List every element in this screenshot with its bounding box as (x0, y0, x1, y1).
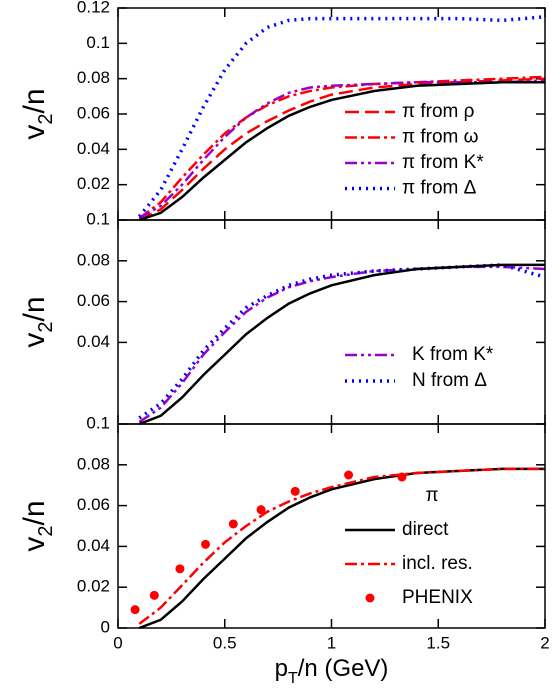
y-tick-label: 0.08 (77, 250, 110, 269)
legend-label: K from K* (412, 344, 494, 365)
x-tick-label: 1 (327, 633, 336, 652)
x-axis-label: pT/n (GeV) (275, 655, 389, 686)
legend-label: PHENIX (402, 587, 473, 608)
y-tick-label: 0.06 (77, 103, 110, 122)
data-point (290, 486, 300, 496)
legend-label: incl. res. (402, 553, 473, 574)
y-axis-label: v2/n (18, 88, 57, 139)
y-axis-label-part: v (18, 333, 51, 348)
y-tick-label: 0.06 (77, 495, 110, 514)
y-tick-label: 0.04 (77, 332, 110, 351)
y-tick-label: 0.04 (77, 536, 110, 555)
data-point (256, 505, 266, 515)
data-point (201, 539, 211, 549)
data-point (175, 564, 185, 574)
data-point (149, 590, 159, 600)
series-line (138, 467, 545, 630)
y-tick-label: 0.08 (77, 68, 110, 87)
legend-label: direct (402, 519, 449, 540)
data-point (397, 472, 407, 482)
series-line (137, 15, 546, 218)
y-tick-label: 0 (101, 617, 110, 636)
y-tick-label: 0.06 (77, 291, 110, 310)
plot-frame (117, 423, 546, 629)
x-axis-label-part: /n (GeV) (298, 655, 389, 682)
series-line (138, 263, 545, 426)
series-line (138, 80, 545, 222)
y-tick-label: 0.1 (86, 33, 110, 52)
y-tick-label: 0.12 (77, 0, 110, 16)
series-line (138, 79, 546, 220)
y-axis-label-part: v (18, 537, 51, 552)
data-point (130, 605, 140, 615)
legend-marker (365, 593, 375, 603)
legend-label: π from K* (402, 152, 484, 173)
x-tick-label: 0.5 (213, 633, 237, 652)
x-tick-label: 0 (113, 633, 122, 652)
legend-label: π from ρ (402, 101, 475, 122)
y-axis-label-part: 2 (35, 525, 57, 536)
plot-frame (117, 219, 546, 425)
x-tick-label: 1.5 (426, 633, 450, 652)
y-axis-label-part: /n (18, 296, 51, 321)
legend-label: N from Δ (412, 370, 487, 391)
series-line (138, 77, 546, 222)
y-axis-label-part: /n (18, 88, 51, 113)
y-tick-label: 0.02 (77, 577, 110, 596)
y-axis-label-part: 2 (35, 321, 57, 332)
y-axis-label-part: /n (18, 500, 51, 525)
y-tick-label: 0.1 (86, 209, 110, 228)
y-axis-label: v2/n (18, 296, 57, 347)
y-tick-label: 0.1 (86, 413, 110, 432)
annotation: π (425, 485, 438, 506)
data-point (228, 519, 238, 529)
y-tick-label: 0.02 (77, 174, 110, 193)
y-tick-label: 0.08 (77, 454, 110, 473)
series-line (138, 263, 546, 420)
y-axis-label-part: v (18, 125, 51, 140)
legend-label: π from Δ (402, 178, 477, 199)
y-axis-label: v2/n (18, 500, 57, 551)
legend-label: π from ω (402, 127, 479, 148)
series-line (138, 467, 545, 625)
x-axis-label-part: T (288, 670, 298, 687)
data-point (344, 470, 354, 480)
y-tick-label: 0.04 (77, 139, 110, 158)
x-axis-label-part: p (275, 655, 288, 682)
y-axis-label-part: 2 (35, 113, 57, 124)
x-tick-label: 2 (540, 633, 549, 652)
plot-frame (117, 7, 546, 221)
